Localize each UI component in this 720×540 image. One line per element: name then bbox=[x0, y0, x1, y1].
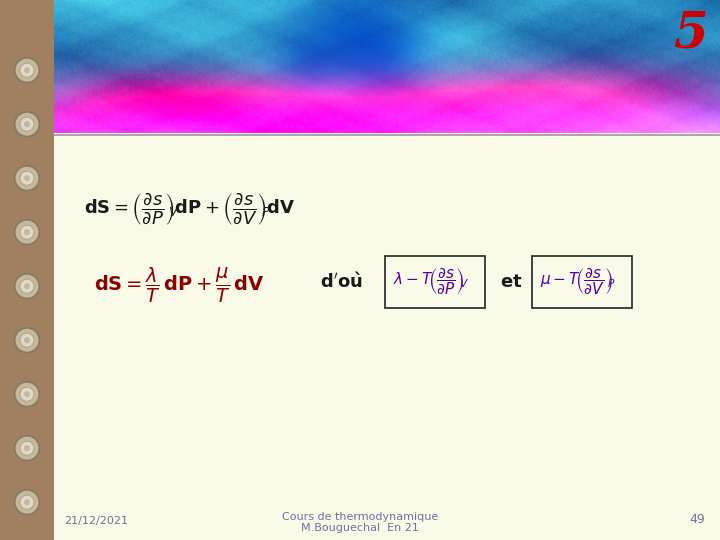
Circle shape bbox=[24, 337, 30, 343]
Circle shape bbox=[15, 382, 39, 406]
Circle shape bbox=[14, 273, 40, 299]
Bar bbox=[532, 256, 632, 308]
Circle shape bbox=[24, 283, 30, 289]
Circle shape bbox=[20, 171, 34, 185]
Circle shape bbox=[24, 121, 30, 127]
Text: $\lambda - T\!\left(\dfrac{\partial s}{\partial P}\right)_{\!\!\!V}$: $\lambda - T\!\left(\dfrac{\partial s}{\… bbox=[393, 267, 469, 298]
Circle shape bbox=[15, 112, 39, 136]
Text: M.Bouguechal  En 21: M.Bouguechal En 21 bbox=[301, 523, 419, 533]
Text: 49: 49 bbox=[689, 513, 705, 526]
Circle shape bbox=[20, 63, 34, 77]
Circle shape bbox=[15, 58, 39, 82]
Circle shape bbox=[20, 495, 34, 509]
Circle shape bbox=[20, 333, 34, 347]
Text: Cours de thermodynamique: Cours de thermodynamique bbox=[282, 512, 438, 522]
Circle shape bbox=[15, 274, 39, 298]
Text: $\bf{d'o\grave{u}}$: $\bf{d'o\grave{u}}$ bbox=[320, 272, 363, 292]
Circle shape bbox=[24, 391, 30, 397]
Circle shape bbox=[24, 499, 30, 505]
Circle shape bbox=[24, 445, 30, 451]
Bar bbox=[385, 256, 485, 308]
Circle shape bbox=[15, 328, 39, 352]
Circle shape bbox=[14, 165, 40, 191]
Circle shape bbox=[15, 220, 39, 244]
Circle shape bbox=[15, 490, 39, 514]
Circle shape bbox=[14, 219, 40, 245]
Circle shape bbox=[14, 381, 40, 407]
Circle shape bbox=[20, 279, 34, 293]
Circle shape bbox=[14, 57, 40, 83]
Bar bbox=[0, 0, 54, 540]
Circle shape bbox=[20, 117, 34, 131]
Text: 5: 5 bbox=[673, 10, 708, 59]
Circle shape bbox=[14, 111, 40, 137]
Text: $\bf{et}$: $\bf{et}$ bbox=[500, 273, 523, 291]
Circle shape bbox=[20, 387, 34, 401]
Circle shape bbox=[14, 327, 40, 353]
Circle shape bbox=[24, 175, 30, 181]
Circle shape bbox=[14, 435, 40, 461]
Text: $\mu - T\!\left(\dfrac{\partial s}{\partial V}\right)_{\!\!\!P}$: $\mu - T\!\left(\dfrac{\partial s}{\part… bbox=[540, 267, 616, 298]
Circle shape bbox=[20, 441, 34, 455]
Text: 21/12/2021: 21/12/2021 bbox=[64, 516, 128, 526]
Circle shape bbox=[24, 67, 30, 73]
Text: $\mathbf{dS} = \left(\dfrac{\partial s}{\partial P}\right)_{\!\!\!V}\!\mathbf{dP: $\mathbf{dS} = \left(\dfrac{\partial s}{… bbox=[84, 192, 295, 228]
Circle shape bbox=[20, 225, 34, 239]
Circle shape bbox=[24, 229, 30, 235]
Circle shape bbox=[14, 489, 40, 515]
Circle shape bbox=[15, 436, 39, 460]
Circle shape bbox=[15, 166, 39, 190]
Text: $\mathbf{dS} = \dfrac{\lambda}{T}\,\mathbf{dP} + \dfrac{\mu}{T}\,\mathbf{dV}$: $\mathbf{dS} = \dfrac{\lambda}{T}\,\math… bbox=[94, 266, 264, 305]
